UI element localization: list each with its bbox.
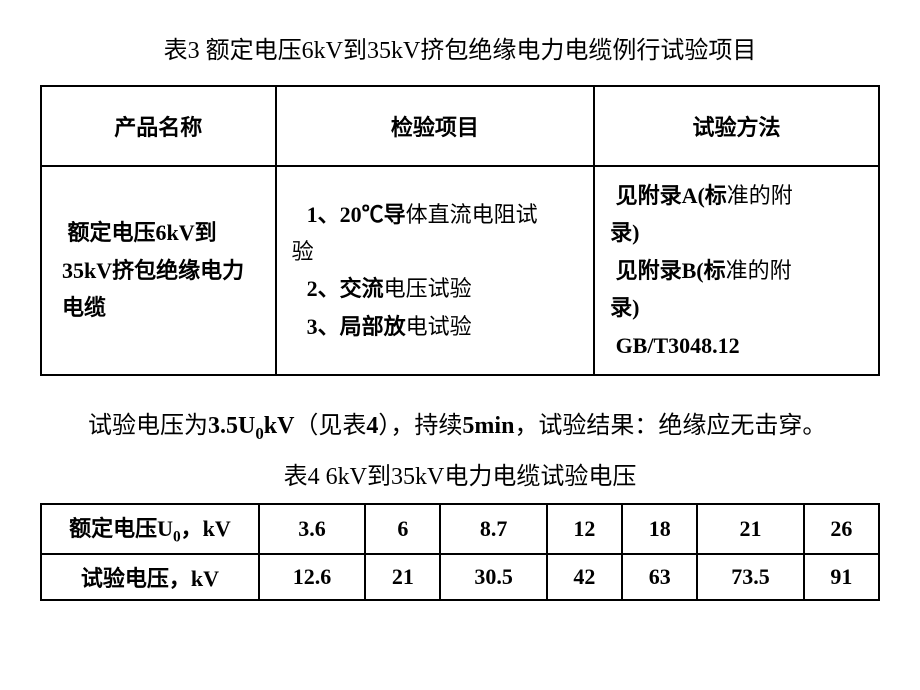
method2-text: 准的附 (726, 258, 792, 283)
table-row: 额定电压U0，kV 3.6 6 8.7 12 18 21 26 (41, 504, 879, 553)
table4-val-6: 91 (804, 554, 879, 600)
item1-end: 验 (292, 233, 578, 270)
table4: 额定电压U0，kV 3.6 6 8.7 12 18 21 26 试验电压，kV … (40, 503, 880, 600)
row1-suffix: ，kV (181, 516, 231, 541)
item2-text: 电压试验 (384, 276, 472, 301)
table3-header-method: 试验方法 (594, 86, 879, 166)
item3-bold: 3、局部放 (307, 314, 406, 339)
test-method-cell: 见附录A(标准的附 录) 见附录B(标准的附 录) GB/T3048.12 (594, 166, 879, 375)
desc-bold3: 4 (366, 413, 378, 439)
table4-col-2: 8.7 (440, 504, 546, 553)
item3-text: 电试验 (406, 314, 472, 339)
table4-row1-label: 额定电压U0，kV (41, 504, 259, 553)
table4-val-1: 21 (365, 554, 440, 600)
row1-prefix: 额定电压U (69, 516, 173, 541)
table4-row2-label: 试验电压，kV (41, 554, 259, 600)
item2-bold: 2、交流 (307, 276, 384, 301)
description-text: 试验电压为3.5U0kV（见表4），持续5min，试验结果：绝缘应无击穿。 (40, 406, 880, 448)
table4-col-3: 12 (547, 504, 622, 553)
method1-end: 录) (610, 220, 639, 245)
item1-text: 体直流电阻试 (406, 202, 538, 227)
method1-text: 准的附 (727, 183, 793, 208)
table3-header-items: 检验项目 (276, 86, 594, 166)
desc-part1: 试验电压为 (88, 413, 208, 439)
table4-col-0: 3.6 (259, 504, 365, 553)
method2-bold: 见附录B(标 (616, 258, 726, 283)
table-row: 试验电压，kV 12.6 21 30.5 42 63 73.5 91 (41, 554, 879, 600)
table3-title: 表3 额定电压6kV到35kV挤包绝缘电力电缆例行试验项目 (40, 30, 880, 65)
method1-bold: 见附录A(标 (616, 183, 727, 208)
desc-part3: ），持续 (378, 413, 462, 439)
table3: 产品名称 检验项目 试验方法 额定电压6kV到 35kV挤包绝缘电力电缆 1、2… (40, 85, 880, 376)
test-items-cell: 1、20℃导体直流电阻试 验 2、交流电压试验 3、局部放电试验 (276, 166, 594, 375)
product-name-cell: 额定电压6kV到 35kV挤包绝缘电力电缆 (41, 166, 276, 375)
desc-bold4: 5min (462, 413, 514, 439)
method2-end: 录) (610, 295, 639, 320)
table4-val-5: 73.5 (697, 554, 803, 600)
product-line2: 35kV挤包绝缘电力电缆 (62, 258, 244, 320)
table4-val-0: 12.6 (259, 554, 365, 600)
table3-header-product: 产品名称 (41, 86, 276, 166)
desc-sub: 0 (255, 424, 263, 443)
desc-bold2: kV (264, 413, 295, 439)
table4-title: 表4 6kV到35kV电力电缆试验电压 (40, 456, 880, 491)
item1-bold: 1、20℃导 (307, 202, 406, 227)
method3: GB/T3048.12 (616, 333, 740, 358)
table4-val-2: 30.5 (440, 554, 546, 600)
row1-sub: 0 (173, 529, 181, 546)
table4-val-3: 42 (547, 554, 622, 600)
table4-col-1: 6 (365, 504, 440, 553)
table4-col-6: 26 (804, 504, 879, 553)
table3-header-row: 产品名称 检验项目 试验方法 (41, 86, 879, 166)
table4-val-4: 63 (622, 554, 697, 600)
table4-col-4: 18 (622, 504, 697, 553)
desc-bold1: 3.5U (208, 413, 255, 439)
desc-part4: ，试验结果：绝缘应无击穿。 (514, 413, 826, 439)
product-line1: 额定电压6kV到 (68, 220, 217, 245)
table-row: 额定电压6kV到 35kV挤包绝缘电力电缆 1、20℃导体直流电阻试 验 2、交… (41, 166, 879, 375)
desc-part2: （见表 (294, 413, 366, 439)
table4-col-5: 21 (697, 504, 803, 553)
